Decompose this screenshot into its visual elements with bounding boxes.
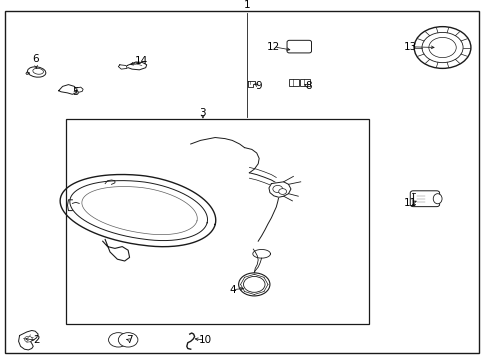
Circle shape: [243, 276, 264, 292]
Ellipse shape: [33, 68, 43, 74]
Bar: [66, 119, 368, 324]
Circle shape: [421, 32, 462, 63]
Circle shape: [108, 333, 128, 347]
Bar: [288, 79, 299, 86]
Circle shape: [238, 273, 269, 296]
Circle shape: [413, 27, 470, 68]
Polygon shape: [59, 85, 77, 94]
Polygon shape: [19, 330, 38, 350]
Polygon shape: [248, 81, 255, 87]
FancyBboxPatch shape: [409, 191, 439, 207]
Text: 7: 7: [126, 335, 133, 345]
Bar: [300, 79, 309, 86]
Text: 2: 2: [33, 335, 40, 345]
Text: 12: 12: [266, 42, 280, 52]
Polygon shape: [125, 62, 146, 70]
Polygon shape: [118, 65, 127, 69]
Text: 3: 3: [199, 108, 206, 118]
Text: 6: 6: [32, 54, 39, 64]
Text: 5: 5: [72, 87, 79, 97]
FancyBboxPatch shape: [286, 40, 311, 53]
Ellipse shape: [27, 67, 46, 77]
Text: 1: 1: [243, 0, 250, 10]
Circle shape: [24, 336, 32, 342]
Text: 9: 9: [255, 81, 262, 91]
Text: 11: 11: [403, 198, 417, 208]
Text: 13: 13: [403, 42, 417, 52]
Circle shape: [278, 189, 286, 194]
Text: 8: 8: [304, 81, 311, 91]
Polygon shape: [268, 182, 290, 197]
Circle shape: [118, 333, 138, 347]
Ellipse shape: [432, 194, 441, 204]
Text: 4: 4: [228, 285, 235, 295]
Circle shape: [272, 185, 282, 193]
Circle shape: [428, 37, 455, 58]
Text: 14: 14: [135, 56, 148, 66]
Text: 10: 10: [199, 335, 211, 345]
